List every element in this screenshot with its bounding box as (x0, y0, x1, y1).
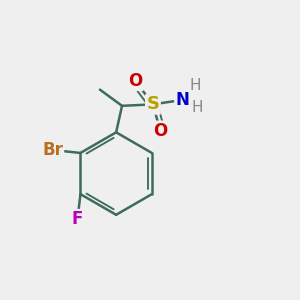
Text: H: H (190, 78, 201, 93)
Text: S: S (146, 95, 159, 113)
Text: N: N (176, 91, 189, 109)
Text: Br: Br (42, 141, 63, 159)
Text: H: H (191, 100, 203, 115)
Text: O: O (128, 72, 142, 90)
Text: O: O (153, 122, 167, 140)
Text: F: F (72, 210, 83, 228)
